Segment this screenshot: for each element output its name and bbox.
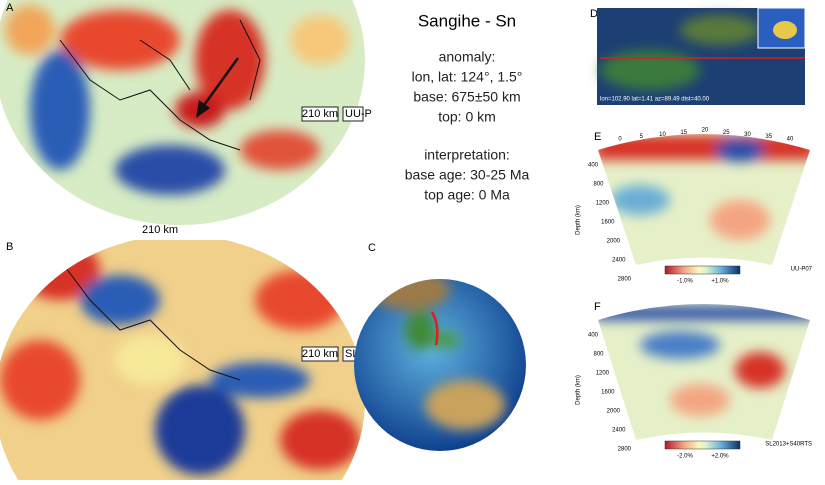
info-line: top age: 0 Ma (424, 187, 510, 203)
caption: 210 km (142, 224, 178, 236)
info-line: base age: 30-25 Ma (405, 167, 530, 183)
x-tick-label: 0 (618, 136, 622, 142)
depth-tick-label: 400 (588, 333, 599, 339)
depth-tick-label: 1600 (601, 220, 615, 226)
anomaly-info: anomaly: (439, 49, 496, 65)
panel-label: B (6, 241, 13, 253)
model-label: SL2013+S40RTS (765, 442, 812, 448)
depth-tick-label: 1600 (601, 390, 615, 396)
panel-label: C (368, 242, 376, 254)
x-tick-label: 40 (787, 136, 794, 142)
panel-label: E (594, 131, 601, 143)
depth-tick-label: 2800 (618, 277, 632, 283)
depth-tick-label: 2400 (612, 258, 626, 264)
depth-tick-label: 2400 (612, 428, 626, 434)
panel-label: A (6, 2, 14, 14)
info-line: lon, lat: 124°, 1.5° (412, 69, 523, 85)
x-tick-label: 35 (765, 134, 772, 140)
panel-label: F (594, 301, 601, 313)
depth-tick-label: 1200 (596, 371, 610, 377)
interpretation-info: interpretation: (424, 147, 510, 163)
depth-box (301, 106, 339, 122)
model-label: UU-P07 (791, 267, 813, 273)
info-line: top: 0 km (438, 109, 496, 125)
depth-tick-label: 2000 (607, 239, 621, 245)
depth-tick-label: 2800 (618, 447, 632, 453)
x-tick-label: 10 (659, 132, 666, 138)
depth-tick-label: 800 (593, 352, 604, 358)
section-f (598, 304, 810, 440)
x-tick-label: 5 (640, 134, 644, 140)
globe (354, 279, 526, 451)
x-tick-label: 25 (723, 130, 730, 136)
depth-axis-label: Depth (km) (576, 375, 582, 405)
panel-label: D (590, 8, 598, 20)
depth-label: 210 km (302, 108, 338, 120)
cross-section-map: lon=102.90 lat=1.41 az=89.49 dist=40.00 (597, 7, 806, 105)
colorbar (664, 265, 741, 275)
depth-tick-label: 800 (593, 182, 604, 188)
model-box (342, 106, 364, 122)
section-info: lon=102.90 lat=1.41 az=89.49 dist=40.00 (600, 97, 710, 103)
depth-tick-label: 2000 (607, 409, 621, 415)
x-tick-label: 15 (680, 130, 687, 136)
model-label: UU-P (345, 108, 372, 120)
x-tick-label: 20 (702, 128, 709, 134)
info-line: base: 675±50 km (413, 89, 520, 105)
depth-box (301, 346, 339, 362)
section-e (598, 134, 810, 265)
colorbar (664, 440, 741, 450)
colorbar-max: +1.0% (711, 279, 729, 285)
x-tick-label: 30 (744, 132, 751, 138)
colorbar-min: -2.0% (677, 454, 693, 460)
title: Sangihe - Sn (418, 11, 516, 30)
depth-label: 210 km (302, 348, 338, 360)
depth-tick-label: 1200 (596, 201, 610, 207)
heading: interpretation: (424, 147, 510, 163)
depth-tick-label: 400 (588, 163, 599, 169)
colorbar-min: -1.0% (677, 279, 693, 285)
depth-axis-label: Depth (km) (576, 205, 582, 235)
heading: anomaly: (439, 49, 496, 65)
colorbar-max: +2.0% (711, 454, 729, 460)
